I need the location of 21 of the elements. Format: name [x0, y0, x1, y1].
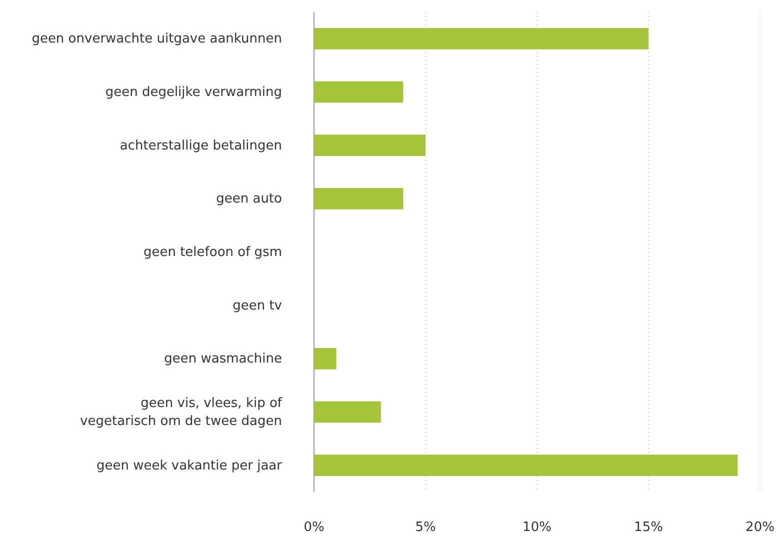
x-tick-label: 0%	[304, 520, 324, 535]
y-tick-label: geen onverwachte uitgave aankunnen	[32, 31, 282, 46]
y-tick-label: achterstallige betalingen	[120, 138, 282, 153]
bar	[314, 188, 404, 210]
bar	[314, 134, 426, 156]
y-tick-label: geen degelijke verwarming	[105, 84, 282, 100]
y-tick-label: geen week vakantie per jaar	[96, 458, 283, 473]
bar	[314, 454, 738, 476]
x-tick-label: 20%	[746, 520, 774, 535]
x-tick-label: 15%	[634, 520, 663, 535]
bar	[314, 81, 404, 103]
y-tick-label: geen auto	[216, 191, 282, 206]
y-tick-label: geen tv	[232, 298, 282, 313]
y-tick-label: geen wasmachine	[164, 351, 282, 366]
bar	[314, 28, 648, 50]
x-tick-label: 10%	[522, 520, 552, 535]
y-tick-label: geen vis, vlees, kip of vegetarisch om de twee dagen	[80, 396, 282, 429]
y-tick-label: geen telefoon of gsm	[143, 244, 282, 260]
x-tick-label: 5%	[415, 520, 436, 535]
bar	[314, 348, 336, 370]
bar	[314, 401, 381, 423]
